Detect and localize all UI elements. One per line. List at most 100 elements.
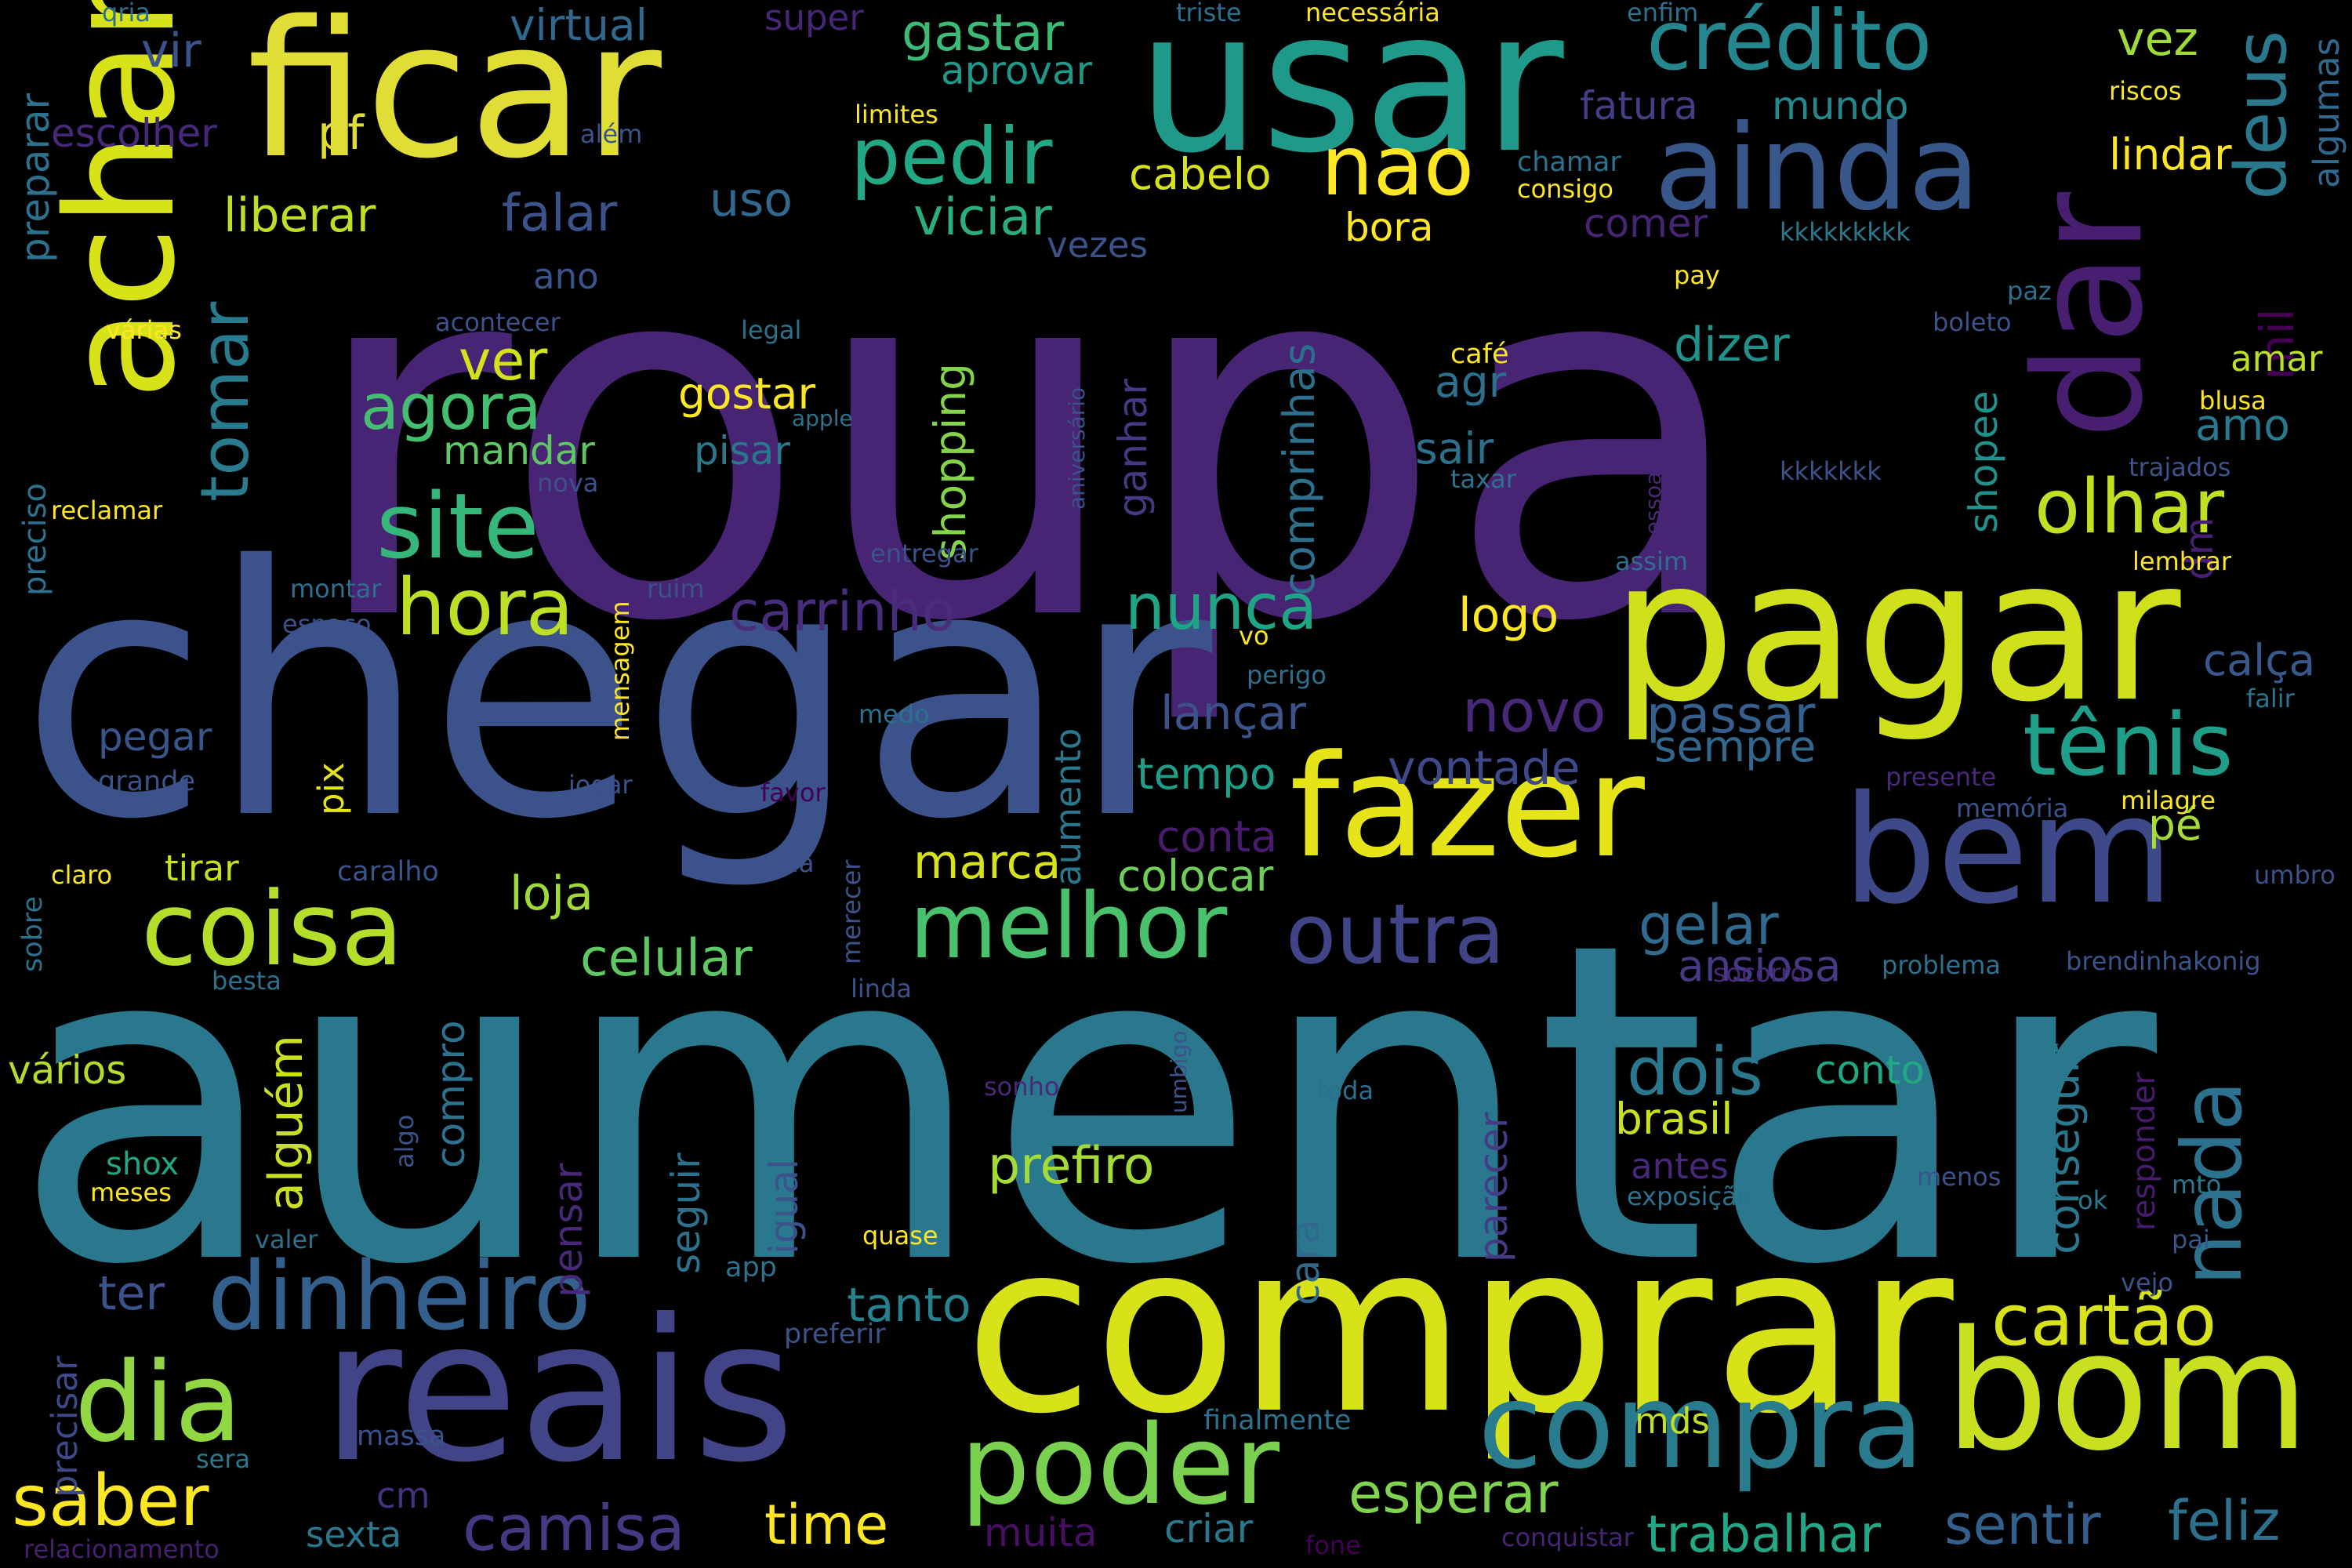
word: amo	[2195, 400, 2290, 450]
word: celular	[580, 929, 753, 988]
word: tempo	[1137, 749, 1276, 799]
word: sonho	[984, 1072, 1060, 1102]
word: agr	[1435, 357, 1507, 407]
word: relacionamento	[24, 1534, 220, 1564]
word: favor	[760, 778, 826, 808]
word: app	[725, 1252, 777, 1283]
word: sair	[1415, 423, 1494, 474]
word: crédito	[1646, 0, 1933, 89]
word: cartão	[1991, 1279, 2217, 1362]
word: lembrar	[2132, 546, 2231, 576]
word: virtual	[510, 0, 648, 50]
word: sera	[196, 1444, 251, 1474]
word: necessária	[1305, 0, 1440, 27]
word: coisa	[141, 869, 404, 989]
word: ano	[533, 256, 599, 297]
word: gastar	[902, 4, 1064, 63]
word: conta	[1156, 811, 1278, 862]
word: agora	[361, 371, 542, 444]
word: time	[764, 1493, 889, 1557]
word: kkkkkkkkk	[1780, 217, 1911, 247]
word: acontecer	[435, 307, 561, 337]
word: sobre	[17, 895, 49, 972]
word: finalmente	[1203, 1405, 1352, 1436]
word: escolher	[51, 111, 217, 156]
word: grande	[98, 766, 195, 797]
word: kkkkkkk	[1780, 456, 1882, 486]
word: super	[764, 0, 864, 38]
word: pai	[2172, 1225, 2210, 1254]
word: roupa	[306, 147, 1752, 731]
word: ruim	[647, 574, 705, 604]
word: dinheiro	[208, 1243, 591, 1352]
word: dois	[1627, 1033, 1763, 1111]
word: preciso	[17, 483, 53, 596]
word: triste	[1176, 0, 1242, 27]
word: comprinhas	[1274, 343, 1324, 596]
word: tanto	[847, 1278, 971, 1333]
word: riscos	[2109, 76, 2182, 106]
word: espaço	[282, 609, 372, 639]
word: preparar	[13, 93, 58, 263]
word: linda	[851, 974, 912, 1004]
word: conto	[1815, 1047, 1925, 1093]
word: claro	[51, 860, 113, 890]
word: lindar	[2109, 129, 2232, 180]
word: deus	[2220, 30, 2303, 200]
word: várias	[106, 315, 182, 345]
word: nova	[537, 468, 599, 498]
word: ansiosa	[1678, 941, 1842, 991]
word: entregar	[870, 539, 978, 568]
word: feliz	[2168, 1489, 2281, 1553]
word: massa	[357, 1421, 446, 1452]
word: presente	[1886, 762, 1997, 792]
word: prefiro	[988, 1137, 1155, 1196]
word: esperar	[1348, 1461, 1559, 1526]
word: outra	[1286, 887, 1505, 982]
word: jogar	[568, 770, 633, 800]
word: cara	[1283, 1219, 1328, 1305]
word: olhar	[2034, 464, 2224, 550]
word: umbigo	[1166, 1030, 1192, 1113]
word: falir	[2246, 684, 2295, 713]
word: viciar	[913, 188, 1052, 247]
word: pensar	[546, 1163, 591, 1298]
word: sentir	[1944, 1493, 2101, 1557]
word: dia	[74, 1339, 242, 1467]
word: vários	[8, 1047, 127, 1093]
word: conseguir	[2038, 1044, 2089, 1254]
word: carrinho	[729, 579, 956, 644]
word: preferir	[784, 1319, 886, 1350]
word: lá	[792, 848, 815, 878]
word: umbro	[2254, 860, 2336, 890]
word: hora	[396, 561, 574, 653]
word: pegar	[98, 714, 212, 760]
word: chegar	[20, 493, 1213, 895]
word: merecer	[837, 859, 866, 964]
word: problema	[1882, 950, 2002, 980]
word: legal	[741, 315, 802, 345]
word: conquistar	[1501, 1523, 1634, 1552]
word: aumento	[1047, 728, 1089, 886]
word: novo	[1462, 677, 1606, 746]
word: fazer	[1290, 725, 1645, 889]
word: brasil	[1615, 1094, 1733, 1144]
word: pedir	[851, 111, 1053, 202]
word: pé	[2148, 800, 2202, 850]
word: vejo	[2121, 1268, 2174, 1298]
word: meses	[90, 1178, 172, 1207]
word: apple	[792, 405, 853, 431]
word: mds	[1635, 1400, 1710, 1442]
word: socorro	[1713, 958, 1806, 988]
word: valer	[255, 1225, 318, 1254]
word: reais	[321, 1277, 796, 1505]
word: mto	[2172, 1170, 2222, 1200]
word: nunca	[1125, 571, 1318, 644]
word: mandar	[443, 428, 595, 474]
word: poder	[960, 1402, 1280, 1530]
word: montar	[290, 574, 382, 604]
word: ok	[2078, 1185, 2108, 1215]
word: comer	[1584, 201, 1708, 246]
word: algumas	[2306, 37, 2347, 188]
word: qria	[102, 0, 151, 27]
